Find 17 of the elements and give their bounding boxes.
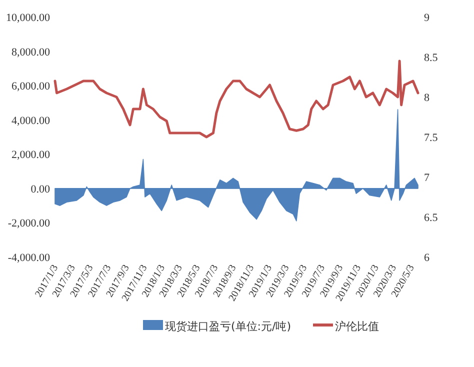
y-tick-label: 6,000.00 xyxy=(12,80,50,93)
y-tick-label: -4,000.00 xyxy=(8,252,50,264)
y2-tick-label: 6.5 xyxy=(424,212,438,224)
y2-tick-label: 8 xyxy=(424,92,430,104)
legend-label: 现货进口盈亏(单位:元/吨) xyxy=(165,320,291,333)
y-tick-label: 4,000.00 xyxy=(12,114,50,127)
y2-tick-label: 7.5 xyxy=(424,132,438,144)
y2-tick-label: 7 xyxy=(424,172,430,184)
y-tick-label: 10,000.00 xyxy=(6,12,50,24)
legend-label: 沪伦比值 xyxy=(335,320,379,333)
y-tick-label: 0.00 xyxy=(30,183,50,196)
y2-tick-label: 9 xyxy=(424,12,430,24)
y-tick-label: -2,000.00 xyxy=(8,218,50,230)
y-tick-label: 2,000.00 xyxy=(12,149,50,162)
y2-tick-label: 6 xyxy=(424,252,430,264)
y-tick-label: 8,000.00 xyxy=(12,46,50,58)
y2-tick-label: 8.5 xyxy=(424,52,438,64)
